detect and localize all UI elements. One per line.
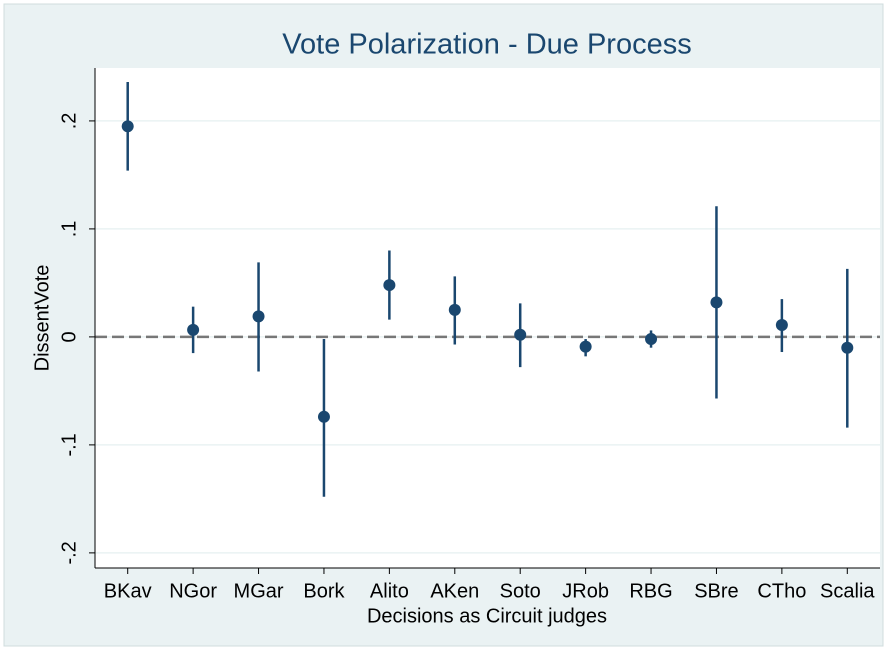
point: [187, 323, 200, 336]
x-axis-title: Decisions as Circuit judges: [367, 605, 607, 627]
y-tick-label: .1: [58, 221, 80, 238]
x-tick-label: Scalia: [820, 580, 875, 602]
point: [645, 333, 658, 346]
point: [252, 310, 265, 323]
x-tick-label: SBre: [694, 580, 738, 602]
x-tick-label: Alito: [370, 580, 409, 602]
y-tick-label: -.1: [58, 433, 80, 456]
x-tick-label: CTho: [757, 580, 806, 602]
x-tick-label: Bork: [303, 580, 345, 602]
point: [841, 341, 854, 354]
x-tick-label: NGor: [169, 580, 217, 602]
point: [317, 410, 330, 423]
x-tick-label: RBG: [629, 580, 672, 602]
x-tick-label: MGar: [234, 580, 284, 602]
y-tick-label: -.2: [58, 541, 80, 564]
point: [775, 319, 788, 332]
point: [579, 340, 592, 353]
x-tick-label: JRob: [562, 580, 609, 602]
x-tick-label: AKen: [430, 580, 479, 602]
y-axis-title: DissentVote: [31, 265, 53, 372]
point: [448, 303, 461, 316]
plot-region: [95, 68, 880, 568]
point: [710, 296, 723, 309]
y-tick-label: .2: [58, 113, 80, 130]
chart-title: Vote Polarization - Due Process: [282, 29, 691, 61]
point: [383, 279, 396, 292]
y-tick-label: 0: [58, 331, 80, 342]
point: [121, 120, 134, 133]
x-tick-label: BKav: [104, 580, 152, 602]
x-tick-label: Soto: [500, 580, 541, 602]
point: [514, 328, 527, 341]
